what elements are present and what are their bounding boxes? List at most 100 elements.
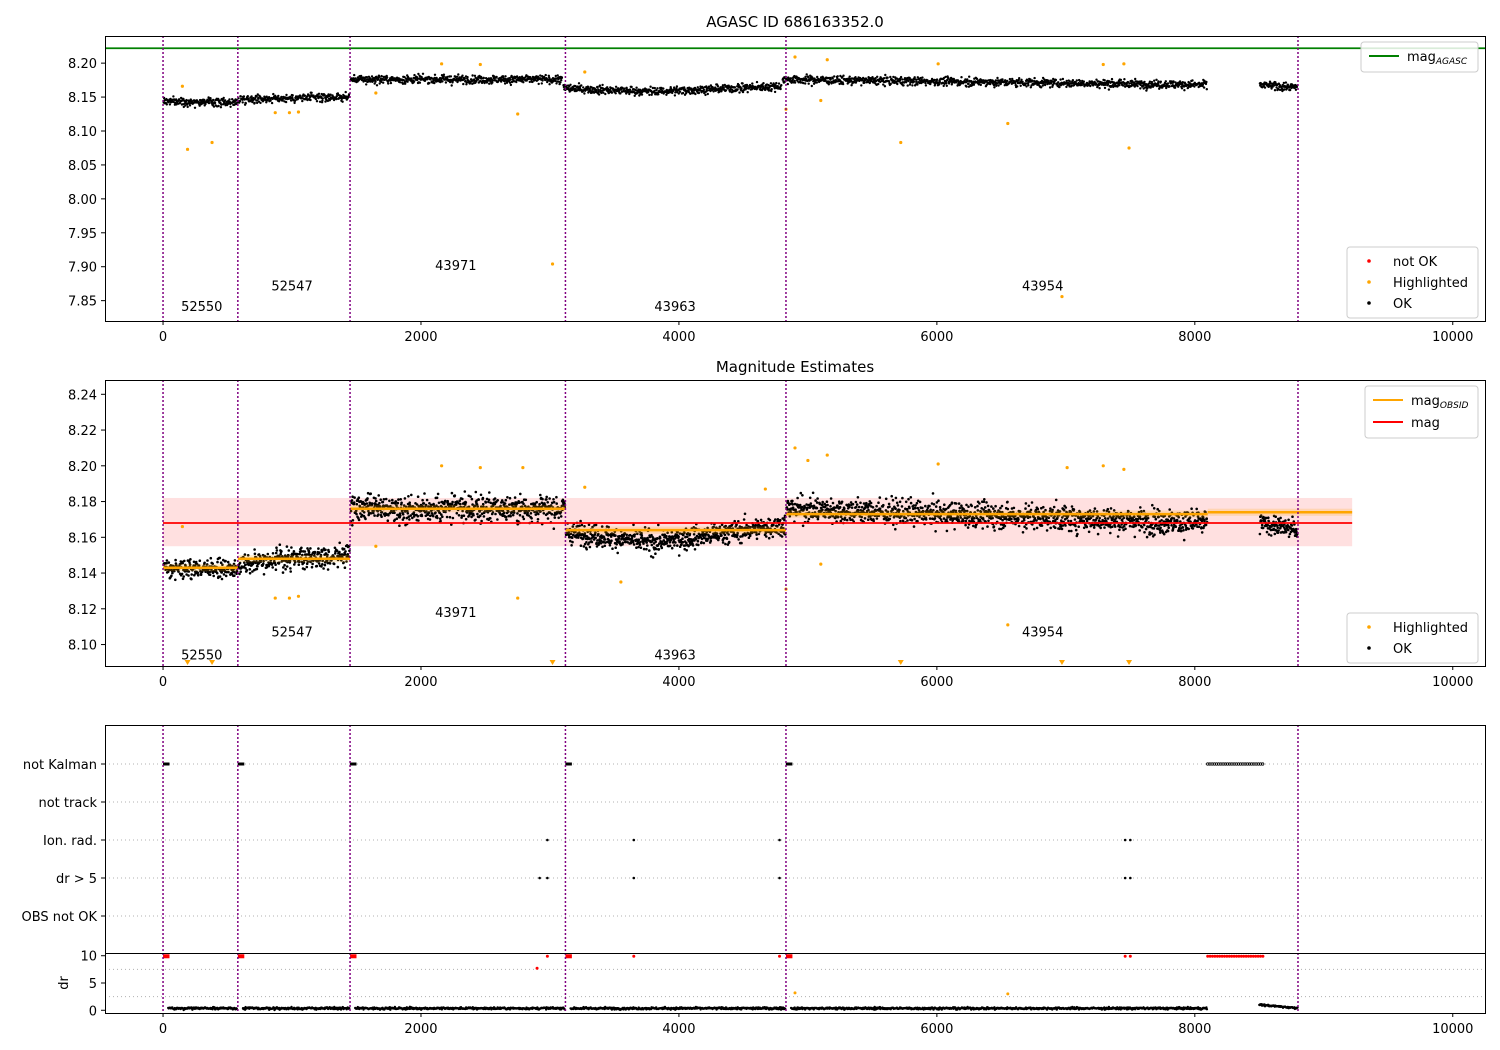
- ok-point: [1080, 83, 1084, 87]
- ok-point: [188, 102, 191, 105]
- ok-point: [315, 564, 319, 568]
- ok-point: [311, 562, 314, 566]
- ok-point: [590, 540, 594, 544]
- ok-point: [503, 82, 507, 85]
- ok-point: [815, 81, 818, 84]
- ok-point: [604, 92, 607, 96]
- ok-point: [1270, 87, 1273, 90]
- ok-point: [292, 550, 296, 553]
- ok-point: [287, 549, 291, 552]
- ok-point: [199, 573, 203, 576]
- ok-point: [477, 498, 481, 501]
- ok-point: [217, 104, 220, 108]
- ok-point: [799, 491, 803, 495]
- ok-point: [293, 101, 296, 105]
- ok-point: [224, 574, 228, 578]
- ok-point: [1095, 78, 1098, 81]
- ok-point: [370, 75, 374, 78]
- ok-point: [515, 80, 518, 84]
- ok-point: [596, 86, 599, 89]
- ok-point: [332, 562, 336, 566]
- ok-point: [185, 98, 188, 102]
- ok-point: [256, 565, 259, 568]
- ok-point: [355, 512, 358, 516]
- ok-point: [648, 549, 651, 552]
- ok-point: [253, 101, 256, 105]
- ok-point: [431, 514, 435, 518]
- ok-point: [947, 76, 950, 80]
- ok-point: [673, 86, 676, 89]
- ok-point: [649, 85, 652, 88]
- ok-point: [387, 82, 390, 85]
- highlighted-point: [793, 55, 797, 59]
- ok-point: [746, 91, 749, 94]
- ok-point: [791, 503, 794, 506]
- ok-point: [326, 99, 330, 103]
- ok-point: [1018, 77, 1021, 80]
- ok-point: [186, 105, 189, 109]
- ok-point: [762, 82, 765, 85]
- ok-point: [262, 573, 266, 576]
- ok-point: [402, 516, 406, 519]
- x-tick-label: 6000: [920, 330, 953, 345]
- ok-point: [807, 517, 811, 521]
- ok-point: [615, 543, 618, 546]
- ok-point: [537, 512, 540, 516]
- ok-point: [1052, 82, 1056, 85]
- ok-point: [328, 562, 332, 565]
- ok-point: [544, 73, 547, 77]
- ok-point: [755, 537, 759, 541]
- ok-point: [1146, 87, 1149, 90]
- ok-point: [289, 570, 293, 573]
- ok-point: [863, 81, 866, 85]
- ok-point: [531, 80, 534, 84]
- ok-point: [1061, 77, 1065, 81]
- ok-point: [892, 75, 895, 79]
- ok-point: [985, 79, 989, 82]
- ok-point: [439, 519, 442, 523]
- ok-point: [1008, 77, 1012, 81]
- ok-point: [305, 95, 309, 98]
- ok-point: [728, 90, 732, 93]
- ok-point: [315, 100, 319, 103]
- ok-point: [570, 536, 574, 539]
- ok-point: [534, 513, 538, 516]
- highlighted-point: [819, 98, 823, 103]
- ok-point: [628, 88, 632, 91]
- ok-point: [607, 91, 610, 95]
- ok-point: [559, 81, 562, 84]
- ok-point: [977, 83, 981, 86]
- ok-point: [841, 517, 844, 521]
- ok-point: [422, 502, 426, 505]
- ok-point: [724, 89, 728, 92]
- ok-point: [365, 76, 369, 79]
- ok-point: [555, 502, 558, 505]
- x-tick-label: 2000: [404, 330, 437, 345]
- ok-point: [280, 95, 283, 99]
- ok-point: [905, 81, 908, 84]
- ok-point: [238, 99, 242, 103]
- ok-point: [809, 502, 813, 505]
- ok-point: [645, 547, 648, 551]
- ok-point: [435, 496, 439, 500]
- ok-point: [639, 546, 643, 549]
- ok-point: [655, 88, 658, 92]
- ok-point: [213, 101, 217, 105]
- ok-point: [355, 502, 359, 506]
- agasc-plot-frame: [105, 36, 1486, 322]
- ok-point: [228, 98, 231, 101]
- ok-point: [303, 567, 306, 571]
- ok-point: [970, 80, 973, 83]
- ok-point: [275, 546, 278, 549]
- ok-point: [597, 93, 601, 96]
- ok-point: [1068, 80, 1072, 83]
- ok-point: [654, 540, 657, 544]
- ok-point: [582, 545, 586, 548]
- ok-point: [1173, 86, 1177, 89]
- ok-point: [446, 75, 449, 79]
- legend-label: OK: [1393, 297, 1412, 312]
- ok-point: [736, 88, 739, 91]
- ok-point: [1123, 78, 1126, 81]
- ok-point: [623, 87, 626, 90]
- ok-point: [369, 512, 373, 515]
